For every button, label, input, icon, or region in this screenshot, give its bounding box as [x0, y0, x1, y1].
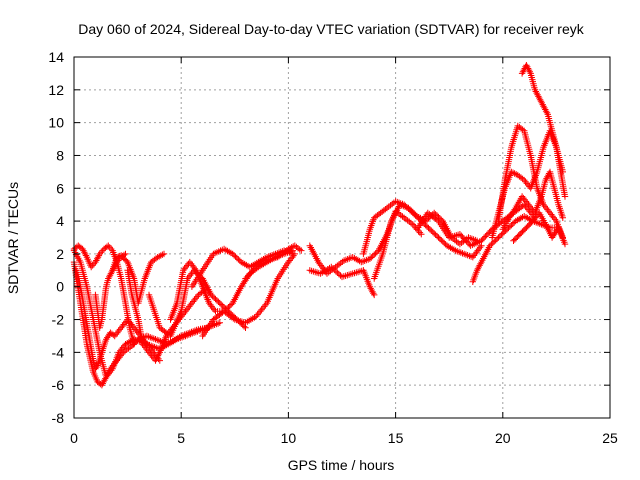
series-sat-m [306, 208, 425, 277]
series-sat-d [72, 267, 163, 372]
y-tick-label: 6 [56, 180, 64, 196]
series-markers-sat-v [518, 62, 569, 200]
chart-title: Day 060 of 2024, Sidereal Day-to-day VTE… [78, 21, 584, 37]
series-markers-sat-n [306, 263, 378, 299]
series-sat-f [109, 250, 168, 307]
series-sat-n [306, 263, 378, 299]
series-sat-l [242, 242, 305, 282]
series-sat-w [510, 209, 569, 248]
data-markers [70, 62, 569, 389]
series-markers-sat-e [92, 250, 129, 331]
series-markers-sat-j [199, 250, 298, 340]
y-axis-label: SDTVAR / TECUs [5, 182, 21, 294]
series-sat-j [199, 250, 298, 340]
y-tick-label: -8 [52, 410, 65, 426]
series-sat-u [499, 168, 566, 233]
plot-frame [73, 56, 611, 419]
series-markers-sat-d [72, 267, 163, 372]
x-tick-label: 5 [177, 430, 185, 446]
grid-lines [74, 57, 610, 418]
x-tick-label: 0 [70, 430, 78, 446]
x-tick-label: 15 [388, 430, 404, 446]
y-tick-label: 0 [56, 279, 64, 295]
y-tick-label: 14 [48, 49, 64, 65]
series-sat-r [469, 213, 562, 285]
series-markers-sat-l [242, 242, 305, 282]
y-tick-label: 4 [56, 213, 64, 229]
x-tick-label: 10 [281, 430, 297, 446]
x-tick-label: 20 [495, 430, 511, 446]
y-tick-label: -6 [52, 377, 65, 393]
series-markers-sat-f [109, 250, 168, 307]
y-tick-label: 2 [56, 246, 64, 262]
series-sat-v [518, 62, 569, 200]
series-sat-q [413, 201, 539, 249]
y-tick-label: -4 [52, 344, 65, 360]
y-tick-label: 8 [56, 147, 64, 163]
y-tick-label: 12 [48, 82, 64, 98]
series-markers-sat-u [499, 168, 566, 233]
y-tick-label: -2 [52, 312, 65, 328]
series-markers-sat-m [306, 208, 425, 277]
series-markers-sat-w [510, 209, 569, 248]
x-axis-label: GPS time / hours [288, 457, 395, 473]
x-tick-label: 25 [602, 430, 618, 446]
y-tick-label: 10 [48, 115, 64, 131]
axis-ticks: 0 5 10 15 20 25 -8 -6 -4 -2 0 2 4 6 8 10 12 14 [48, 49, 618, 446]
series-markers-sat-r [469, 213, 562, 285]
series-sat-e [92, 250, 129, 331]
series-markers-sat-q [413, 201, 539, 249]
